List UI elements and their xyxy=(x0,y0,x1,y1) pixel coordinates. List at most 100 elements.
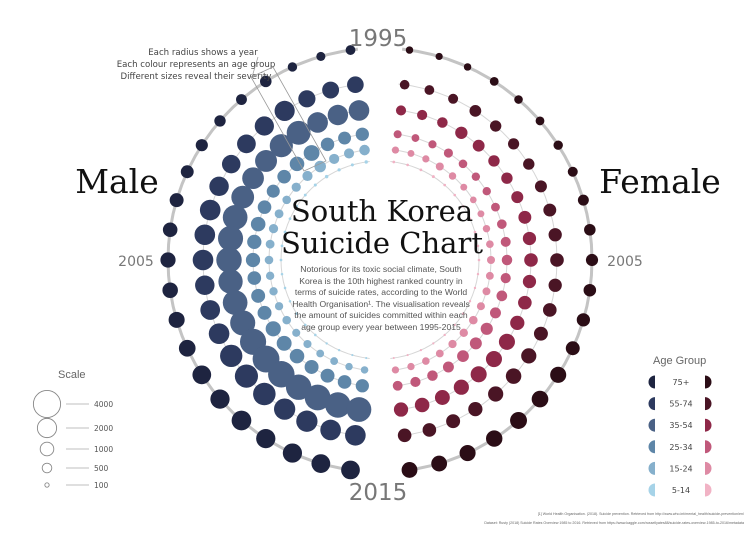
bubble-female-35-54-2002 xyxy=(511,191,524,204)
bubble-male-35-54-2003 xyxy=(222,205,248,230)
bubble-male-55-74-2002 xyxy=(209,176,229,197)
bubble-male-25-34-1996 xyxy=(338,131,352,145)
bubble-female-35-54-2009 xyxy=(498,333,515,350)
bubble-female-5-14-2007 xyxy=(473,286,477,290)
scale-circle-100 xyxy=(44,482,50,488)
bubble-male-15-24-1996 xyxy=(343,148,355,159)
bubble-female-25-34-1999 xyxy=(458,159,468,169)
bubble-female-35-54-1997 xyxy=(437,117,448,128)
bubble-female-55-74-2013 xyxy=(446,414,461,429)
bubble-male-25-34-2003 xyxy=(250,216,266,232)
annotation-box xyxy=(250,66,327,172)
bubble-female-5-14-2000 xyxy=(453,193,457,197)
legend-male-swatch-25-34 xyxy=(648,440,655,454)
bubble-male-15-24-2008 xyxy=(274,302,284,311)
bubble-female-5-14-2014 xyxy=(406,354,409,357)
bubble-male-35-54-1996 xyxy=(327,104,349,126)
bubble-female-5-14-2011 xyxy=(443,333,446,337)
bubble-male-55-74-2005 xyxy=(192,249,214,271)
bubble-female-25-34-2012 xyxy=(442,361,454,373)
chart-title-line: South Korea xyxy=(291,194,473,228)
scale-circle-1000 xyxy=(39,441,55,457)
bubble-female-35-54-2006 xyxy=(522,274,537,289)
bubble-female-15-24-1997 xyxy=(422,155,430,163)
bubble-female-15-24-2009 xyxy=(469,315,478,325)
bubble-male-15-24-2013 xyxy=(330,357,339,365)
bubble-male-75+-1998 xyxy=(260,75,272,88)
bubble-male-5-14-2002 xyxy=(288,217,292,221)
bubble-male-15-24-2006 xyxy=(265,271,275,281)
bubble-male-25-34-2004 xyxy=(247,234,262,250)
bubble-male-55-74-1997 xyxy=(298,90,316,108)
annotation-line-2: Each colour represents an age group xyxy=(117,60,276,70)
bubble-female-25-34-2001 xyxy=(482,187,491,196)
bubble-female-75+-1996 xyxy=(435,52,443,61)
bubble-female-25-34-2002 xyxy=(491,202,500,212)
bubble-male-5-14-2013 xyxy=(337,348,341,352)
bubble-male-5-14-2015 xyxy=(365,356,368,360)
bubble-male-5-14-1998 xyxy=(324,174,329,179)
bubble-male-55-74-2013 xyxy=(296,410,318,432)
bubble-female-5-14-1996 xyxy=(406,163,409,167)
bubble-female-25-34-1997 xyxy=(428,140,437,149)
bubble-male-5-14-2010 xyxy=(304,323,307,327)
legend-male-swatch-35-54 xyxy=(648,418,655,432)
bubble-male-5-14-1997 xyxy=(337,168,341,172)
bubble-female-75+-2006 xyxy=(583,283,597,297)
bubble-male-35-54-2007 xyxy=(222,290,248,315)
bubble-male-25-34-2008 xyxy=(257,305,272,320)
bubble-female-75+-2005 xyxy=(585,253,599,267)
bubble-female-5-14-2005 xyxy=(477,258,481,262)
bubble-female-25-34-2003 xyxy=(497,219,507,229)
bubble-female-15-24-1998 xyxy=(435,162,444,171)
bubble-female-5-14-2009 xyxy=(461,312,465,315)
legend-female-swatch-75+ xyxy=(705,375,712,389)
bubble-female-55-74-1996 xyxy=(424,85,435,95)
bubble-male-25-34-2006 xyxy=(247,271,262,285)
legend-female-swatch-35-54 xyxy=(705,418,712,432)
bubble-female-5-14-1998 xyxy=(431,175,435,179)
legend-female-swatch-55-74 xyxy=(705,397,712,411)
bubble-female-15-24-2000 xyxy=(460,183,468,191)
bubble-male-5-14-1995 xyxy=(364,160,368,164)
bubble-male-55-74-2008 xyxy=(208,323,230,344)
bubble-male-75+-2014 xyxy=(311,454,331,473)
bubble-female-75+-2001 xyxy=(553,140,563,150)
bubble-female-25-34-2007 xyxy=(496,290,508,302)
bubble-male-55-74-2007 xyxy=(200,300,221,320)
bubble-female-55-74-2015 xyxy=(397,428,412,443)
legend-male-swatch-15-24 xyxy=(648,461,655,475)
bubble-male-5-14-2003 xyxy=(283,230,287,234)
scale-value-100: 100 xyxy=(94,481,109,490)
bubble-male-5-14-2009 xyxy=(295,312,299,315)
bubble-male-5-14-2008 xyxy=(288,299,292,303)
year-label-mid-male: 2005 xyxy=(118,254,154,270)
bubble-female-5-14-2010 xyxy=(453,323,456,327)
bubble-female-25-34-2013 xyxy=(427,370,438,381)
bubble-male-35-54-2015 xyxy=(346,397,372,422)
bubble-female-15-24-1999 xyxy=(448,172,457,180)
bubble-female-75+-2011 xyxy=(510,412,527,429)
year-label-start: 1995 xyxy=(349,26,408,52)
bubble-female-55-74-2008 xyxy=(533,326,548,341)
bubble-female-35-54-2000 xyxy=(488,155,500,167)
bubble-female-75+-1997 xyxy=(463,63,472,71)
year-label-end: 2015 xyxy=(349,480,408,506)
bubble-female-25-34-2005 xyxy=(501,254,513,266)
bubble-female-15-24-2008 xyxy=(476,302,485,311)
bubble-female-55-74-2003 xyxy=(543,203,557,217)
bubble-male-35-54-1999 xyxy=(269,134,293,158)
male-label: Male xyxy=(75,162,159,201)
year-label-mid-female: 2005 xyxy=(607,254,643,270)
bubble-female-5-14-1999 xyxy=(443,183,447,187)
bubble-female-35-54-2015 xyxy=(393,402,409,417)
bubble-male-15-24-2001 xyxy=(282,195,292,205)
scale-value-4000: 4000 xyxy=(94,400,113,409)
scale-circle-4000 xyxy=(32,389,62,419)
legend-label-75+: 75+ xyxy=(673,378,690,387)
bubble-male-35-54-2002 xyxy=(231,185,255,209)
bubble-female-75+-2013 xyxy=(459,445,476,462)
bubble-female-25-34-2006 xyxy=(500,273,511,284)
bubble-male-75+-2003 xyxy=(169,193,184,208)
